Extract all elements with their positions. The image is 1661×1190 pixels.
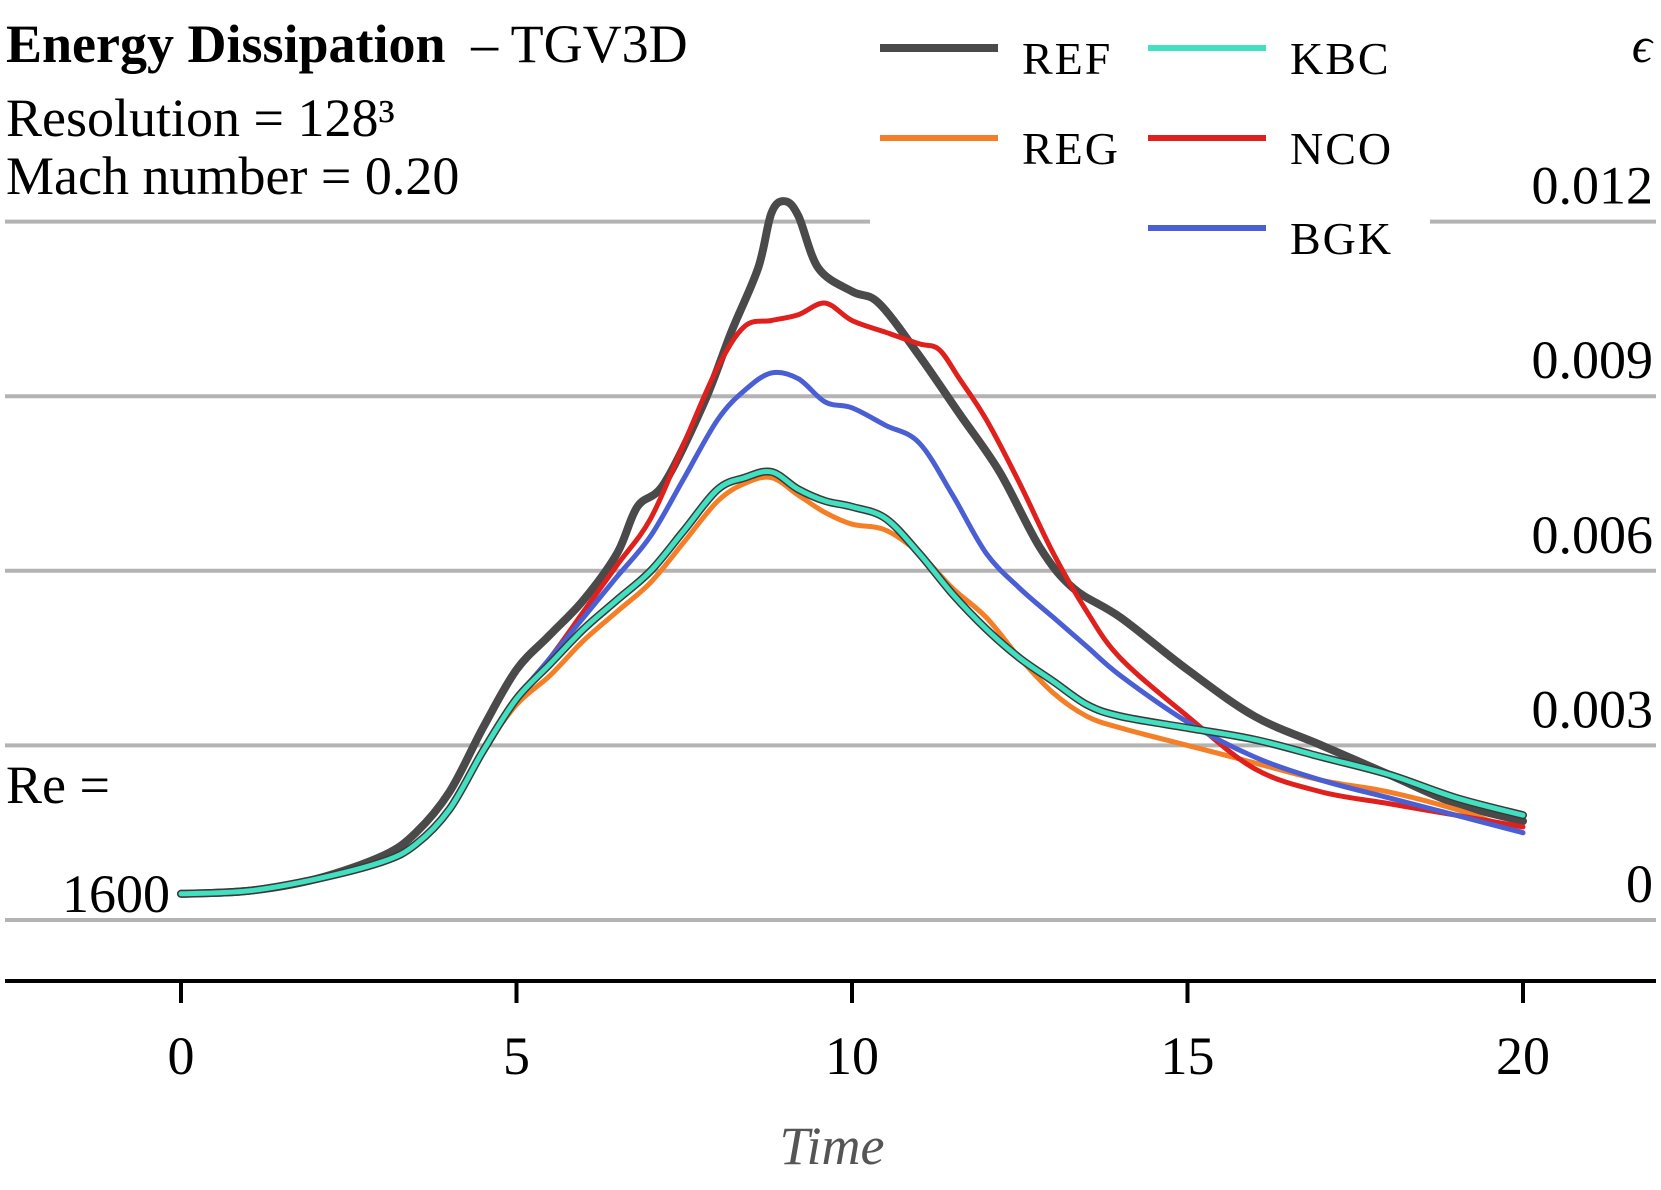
y-tick-labels: 0 0.003 0.006 0.009 0.012 bbox=[1532, 156, 1654, 914]
y-tick-label: 0.012 bbox=[1532, 156, 1654, 216]
legend-label-reg: REG bbox=[1022, 123, 1120, 174]
series-line-ref bbox=[177, 197, 1527, 898]
y-tick-label: 0.009 bbox=[1532, 330, 1654, 390]
x-tick-label: 15 bbox=[1161, 1026, 1215, 1086]
legend-label-nco: NCO bbox=[1290, 123, 1393, 174]
x-tick-label: 20 bbox=[1496, 1026, 1550, 1086]
series-line-kbc-outline bbox=[177, 467, 1527, 898]
reynolds-label: Re = bbox=[6, 755, 110, 815]
y-tick-label: 0.003 bbox=[1532, 679, 1654, 739]
series-lines bbox=[177, 197, 1527, 898]
series-line-kbc bbox=[178, 468, 1526, 897]
chart-subtitle-resolution: Resolution = 128³ bbox=[6, 88, 395, 148]
legend-label-bgk: BGK bbox=[1290, 213, 1393, 264]
x-tick-label: 5 bbox=[503, 1026, 530, 1086]
gridlines bbox=[5, 219, 1656, 922]
series-line-reg bbox=[178, 474, 1526, 897]
x-tick-label: 0 bbox=[168, 1026, 195, 1086]
x-tick-label: 10 bbox=[825, 1026, 879, 1086]
x-axis-label: Time bbox=[779, 1116, 884, 1176]
chart-subtitle-mach: Mach number = 0.20 bbox=[6, 146, 459, 206]
series-line-nco bbox=[178, 300, 1526, 897]
chart-title-suffix: – TGV3D bbox=[470, 14, 688, 74]
chart-title: Energy Dissipation – TGV3D bbox=[6, 14, 688, 74]
x-tick-labels: 0 5 10 15 20 bbox=[168, 981, 1550, 1086]
y-tick-label: 0 bbox=[1626, 854, 1653, 914]
y-tick-label: 0.006 bbox=[1532, 505, 1654, 565]
chart-title-main: Energy Dissipation bbox=[6, 14, 446, 74]
reynolds-value: 1600 bbox=[62, 864, 170, 924]
legend-label-kbc: KBC bbox=[1290, 33, 1391, 84]
series-line-bgk bbox=[178, 369, 1526, 897]
legend-label-ref: REF bbox=[1022, 33, 1112, 84]
y-axis-label: ϵ bbox=[1632, 17, 1654, 73]
legend: REF KBC REG NCO BGK bbox=[880, 33, 1393, 264]
